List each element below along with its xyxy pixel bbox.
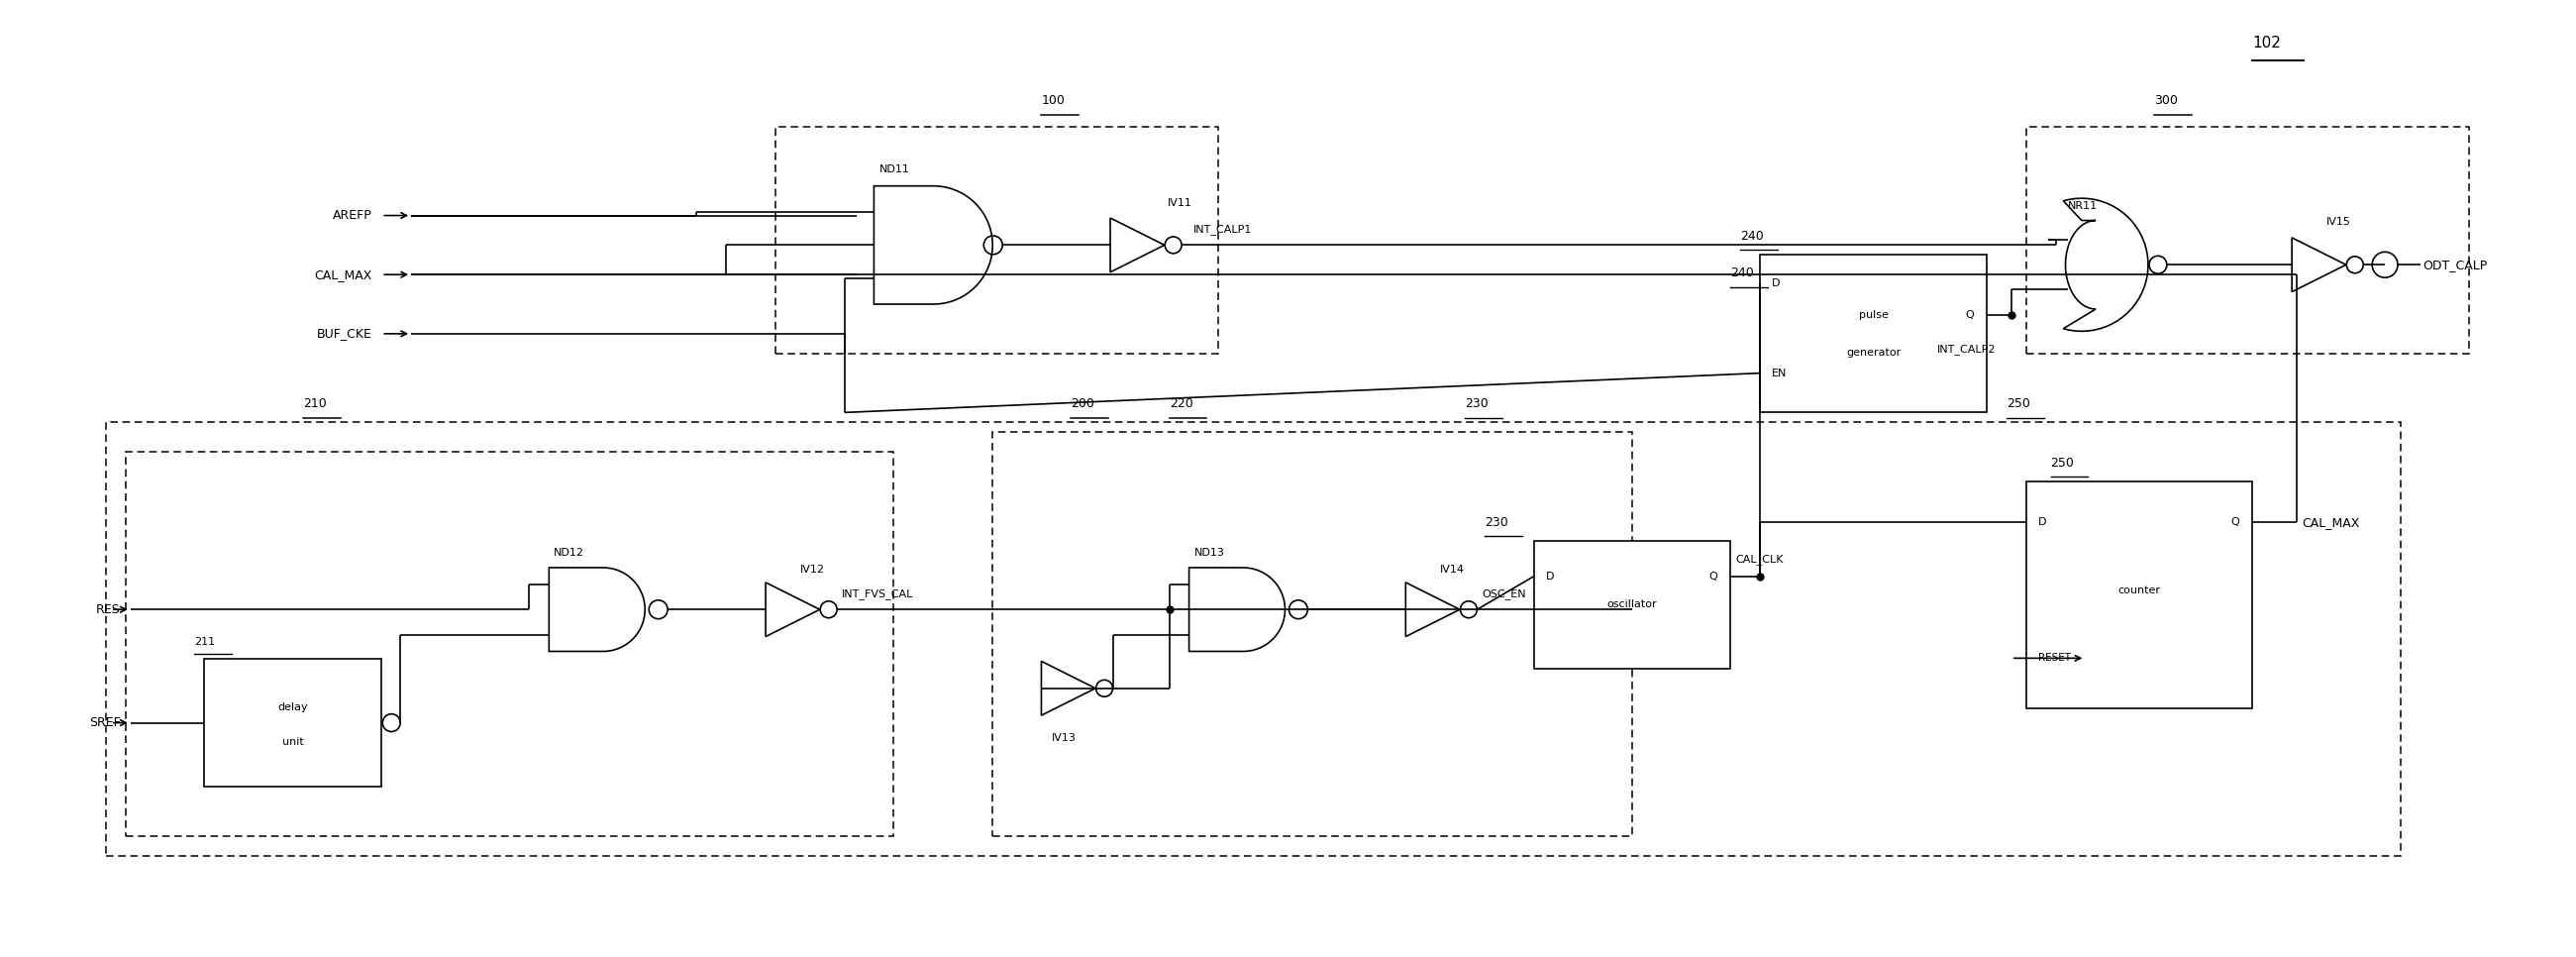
Text: EN: EN [1772,368,1788,378]
Bar [126,452,894,836]
Text: D: D [2038,518,2045,527]
Polygon shape [765,583,819,636]
Circle shape [2372,252,2398,278]
Text: CAL_MAX: CAL_MAX [2303,516,2360,528]
Text: 250: 250 [2007,398,2030,411]
Text: BUF_CKE: BUF_CKE [317,327,371,340]
Text: 300: 300 [2154,95,2177,107]
Polygon shape [1041,661,1095,716]
Text: 240: 240 [1731,267,1754,279]
Text: RESET: RESET [2038,654,2071,663]
PathPatch shape [549,568,644,652]
Text: D: D [1772,278,1780,288]
Text: IV11: IV11 [1167,198,1193,208]
Text: generator: generator [1847,347,1901,358]
Bar [2027,481,2251,708]
Text: IV13: IV13 [1051,733,1077,743]
Text: 230: 230 [1484,516,1507,528]
Text: 102: 102 [2251,35,2282,51]
Text: ND13: ND13 [1193,548,1224,558]
Text: ND11: ND11 [878,165,909,174]
Text: CAL_MAX: CAL_MAX [314,268,371,281]
Text: Q: Q [1965,310,1973,320]
Text: IV12: IV12 [801,566,824,575]
Text: INT_FVS_CAL: INT_FVS_CAL [842,589,914,600]
Text: Q: Q [2231,518,2239,527]
Text: SREF: SREF [90,717,121,729]
Text: IV15: IV15 [2326,217,2352,228]
Text: ND12: ND12 [554,548,585,558]
PathPatch shape [873,186,992,304]
Text: counter: counter [2117,586,2161,595]
Text: oscillator: oscillator [1607,600,1656,610]
Bar [992,433,1633,836]
Text: 220: 220 [1170,398,1193,411]
Bar [1759,255,1986,412]
Bar [106,422,2401,856]
Text: D: D [1546,571,1553,581]
Text: AREFP: AREFP [332,209,371,222]
Text: 240: 240 [1741,231,1765,243]
Text: 211: 211 [196,637,216,647]
Bar [2027,127,2470,353]
PathPatch shape [1190,568,1285,652]
Text: IV14: IV14 [1440,566,1466,575]
Polygon shape [1110,218,1164,272]
Text: 200: 200 [1072,398,1095,411]
Text: 100: 100 [1041,95,1064,107]
Polygon shape [2293,237,2347,292]
Polygon shape [1406,583,1461,636]
Text: OSC_EN: OSC_EN [1481,589,1525,600]
Text: unit: unit [283,737,304,746]
Bar [204,658,381,787]
Text: 250: 250 [2050,456,2074,470]
Text: ODT_CALP: ODT_CALP [2421,258,2486,271]
Text: CAL_CLK: CAL_CLK [1736,554,1783,565]
Text: RES: RES [95,603,121,616]
Text: INT_CALP2: INT_CALP2 [1937,344,1996,355]
Text: NR11: NR11 [2069,201,2097,211]
Bar [775,127,1218,353]
Text: pulse: pulse [1860,310,1888,320]
Bar [1533,541,1731,669]
Text: 230: 230 [1466,398,1489,411]
Text: Q: Q [1708,571,1718,581]
PathPatch shape [2063,198,2148,331]
Text: 210: 210 [304,398,327,411]
Text: delay: delay [278,702,309,712]
Text: INT_CALP1: INT_CALP1 [1193,224,1252,235]
